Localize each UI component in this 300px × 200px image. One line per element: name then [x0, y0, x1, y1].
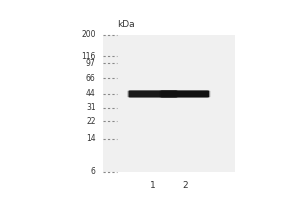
- FancyBboxPatch shape: [161, 90, 210, 97]
- FancyBboxPatch shape: [128, 90, 177, 97]
- Text: 22: 22: [86, 117, 96, 126]
- Text: 200: 200: [81, 30, 96, 39]
- FancyBboxPatch shape: [128, 90, 176, 97]
- Text: 97: 97: [86, 59, 96, 68]
- FancyBboxPatch shape: [160, 90, 209, 97]
- Text: kDa: kDa: [117, 20, 135, 29]
- Text: 31: 31: [86, 103, 96, 112]
- Text: 44: 44: [86, 89, 96, 98]
- Text: 14: 14: [86, 134, 96, 143]
- Text: 2: 2: [182, 181, 188, 190]
- Text: 116: 116: [81, 52, 96, 61]
- Text: 66: 66: [86, 74, 96, 83]
- Text: 6: 6: [91, 167, 96, 176]
- FancyBboxPatch shape: [159, 90, 208, 97]
- FancyBboxPatch shape: [103, 35, 235, 172]
- FancyBboxPatch shape: [130, 90, 178, 97]
- Text: 1: 1: [150, 181, 156, 190]
